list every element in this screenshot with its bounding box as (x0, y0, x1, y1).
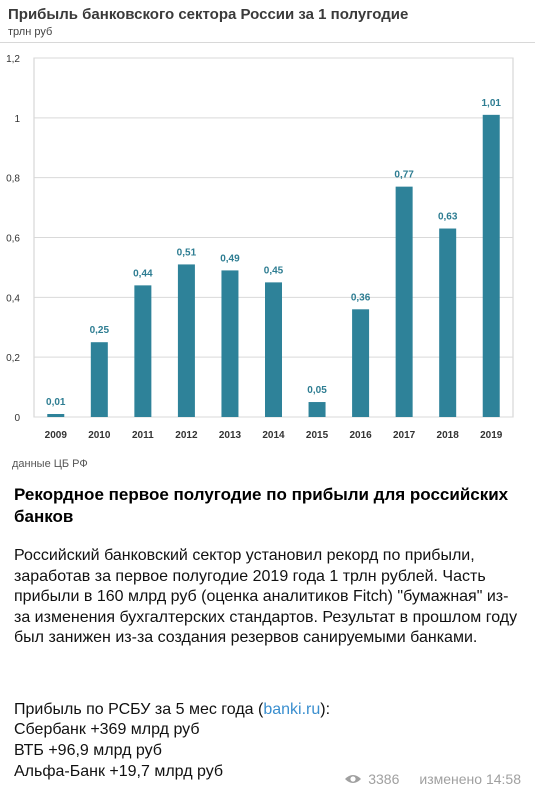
banki-ru-link[interactable]: banki.ru (263, 701, 321, 718)
chart-unit-label: трлн руб (8, 26, 53, 38)
chart-source: данные ЦБ РФ (12, 458, 88, 470)
bar (308, 402, 326, 417)
x-tick-label: 2017 (393, 430, 416, 441)
x-tick-label: 2012 (175, 430, 198, 441)
bar (90, 342, 108, 417)
x-tick-label: 2009 (45, 430, 68, 441)
y-tick-label: 1,2 (6, 54, 20, 65)
data-label: 0,44 (133, 268, 153, 279)
data-label: 1,01 (481, 98, 501, 109)
stat-alfa-bank: Альфа-Банк +19,7 млрд руб (14, 763, 224, 780)
stat-vtb: ВТБ +96,9 млрд руб (14, 742, 162, 759)
edited-time: изменено 14:58 (419, 771, 521, 787)
bar (265, 282, 282, 417)
y-tick-label: 0,6 (6, 234, 20, 245)
x-tick-label: 2016 (349, 430, 372, 441)
x-tick-label: 2010 (88, 430, 111, 441)
data-label: 0,05 (307, 385, 327, 396)
data-label: 0,49 (220, 253, 240, 264)
bar (221, 270, 239, 417)
y-tick-label: 0,8 (6, 174, 20, 185)
data-label: 0,63 (438, 212, 458, 223)
y-tick-label: 1 (14, 114, 20, 125)
bar (47, 414, 65, 417)
bar (482, 114, 500, 417)
view-count: 3386 (368, 771, 400, 787)
y-tick-label: 0 (14, 413, 20, 424)
data-label: 0,51 (177, 247, 197, 258)
eye-icon (345, 775, 362, 783)
data-label: 0,45 (264, 265, 284, 276)
data-label: 0,01 (46, 397, 66, 408)
chart-title: Прибыль банковского сектора России за 1 … (8, 6, 409, 23)
data-label: 0,36 (351, 292, 371, 303)
bar (134, 285, 152, 417)
y-tick-label: 0,4 (6, 293, 20, 304)
bar (177, 264, 195, 417)
title-divider (0, 42, 535, 43)
post-footer: 3386 изменено 14:58 (344, 771, 521, 787)
x-tick-label: 2011 (132, 430, 154, 441)
post-body: Российский банковский сектор установил р… (14, 547, 518, 646)
stats-intro-suffix: ): (320, 701, 331, 718)
stats-intro-prefix: Прибыль по РСБУ за 5 мес года ( (14, 701, 264, 718)
bar (352, 309, 370, 417)
x-tick-label: 2014 (262, 430, 285, 441)
data-label: 0,25 (90, 325, 110, 336)
x-tick-label: 2013 (219, 430, 242, 441)
post-title: Рекордное первое полугодие по прибыли дл… (14, 485, 509, 526)
y-tick-label: 0,2 (6, 353, 20, 364)
x-tick-label: 2019 (480, 430, 503, 441)
bar-chart: 0 0,2 0,4 0,6 0,8 1 1,2 0,01 2009 0,25 2010 0,44 201… (6, 54, 514, 441)
bar (395, 186, 413, 417)
x-tick-label: 2015 (306, 430, 329, 441)
stat-sberbank: Сбербанк +369 млрд руб (14, 721, 200, 738)
x-tick-label: 2018 (437, 430, 460, 441)
stats-intro: Прибыль по РСБУ за 5 мес года (banki.ru)… (14, 700, 330, 721)
data-label: 0,77 (394, 170, 414, 181)
bar (439, 228, 457, 417)
